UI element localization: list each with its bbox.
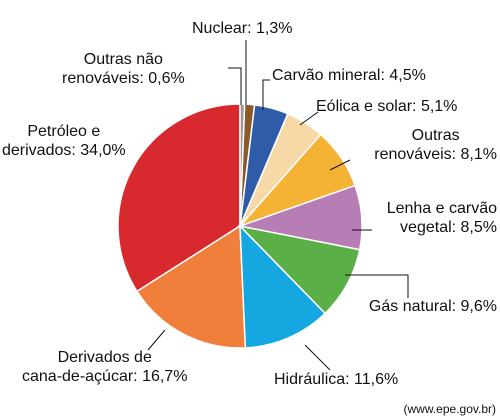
- source: (www.epe.gov.br): [403, 402, 496, 416]
- leader-line: [228, 67, 242, 105]
- slice-label: Lenha e carvão vegetal: 8,5%: [386, 200, 497, 236]
- leader-line: [147, 329, 166, 351]
- slice-label: Eólica e solar: 5,1%: [316, 98, 458, 115]
- slice-label: Derivados de cana-de-açúcar: 16,7%: [22, 349, 188, 385]
- leader-line: [304, 344, 331, 371]
- slice-label: Carvão mineral: 4,5%: [272, 67, 426, 84]
- slice-label: Outras renováveis: 8,1%: [374, 127, 497, 163]
- leader-lines: [147, 40, 409, 371]
- slice-label: Petróleo e derivados: 34,0%: [2, 123, 126, 159]
- leader-line: [329, 159, 351, 171]
- slice-label: Outras não renováveis: 0,6%: [62, 51, 185, 87]
- leader-line: [299, 111, 319, 126]
- slice-label: Gás natural: 9,6%: [368, 298, 497, 315]
- slice-label: Nuclear: 1,3%: [192, 20, 293, 37]
- slice-label: Hidráulica: 11,6%: [274, 371, 399, 388]
- leader-line: [262, 79, 270, 110]
- leader-line: [345, 274, 409, 298]
- pie-slice: [239, 103, 246, 227]
- pie-slice: [239, 224, 327, 349]
- pie-slice: [135, 224, 247, 349]
